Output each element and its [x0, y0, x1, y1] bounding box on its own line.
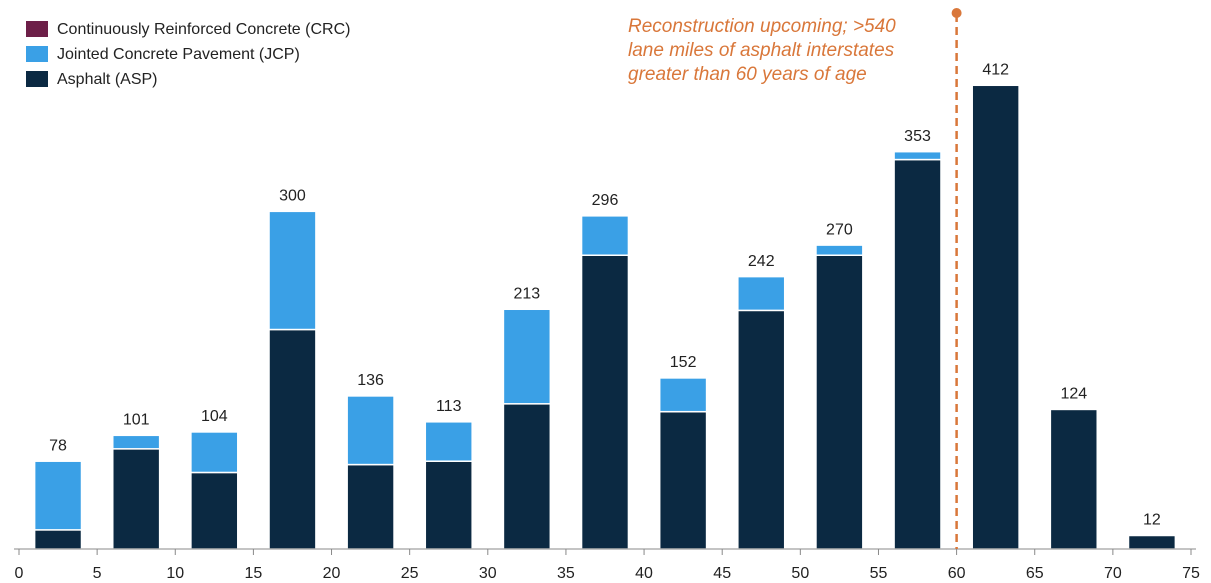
- x-tick-label: 25: [401, 565, 419, 582]
- total-label: 124: [1060, 386, 1087, 403]
- bar-segment: [893, 150, 942, 161]
- bar-segment: [502, 308, 552, 405]
- legend-swatch: [26, 21, 48, 37]
- total-label: 270: [826, 221, 853, 238]
- bar-segment: [580, 254, 630, 550]
- total-label: 136: [357, 372, 384, 389]
- legend-swatch: [26, 71, 48, 87]
- legend-label: Jointed Concrete Pavement (JCP): [57, 46, 300, 63]
- bar-segment: [737, 309, 786, 550]
- bar-segment: [658, 410, 708, 550]
- x-tick-label: 50: [791, 565, 809, 582]
- x-tick-label: 55: [870, 565, 888, 582]
- bar-segment: [424, 460, 473, 550]
- bar-segment: [268, 210, 317, 331]
- bar-segment: [346, 463, 395, 550]
- total-label: 353: [904, 128, 931, 145]
- x-tick-label: 40: [635, 565, 653, 582]
- annotation-text: greater than 60 years of age: [628, 64, 867, 85]
- total-label: 412: [982, 61, 1009, 78]
- bar-segment: [893, 158, 942, 550]
- x-tick-label: 65: [1026, 565, 1044, 582]
- bar-segment: [971, 84, 1020, 550]
- bar-segment: [190, 431, 239, 474]
- total-label: 113: [436, 398, 462, 415]
- x-tick-label: 35: [557, 565, 575, 582]
- bar-segment: [1049, 408, 1098, 550]
- annotation-text: lane miles of asphalt interstates: [628, 40, 895, 61]
- total-label: 213: [514, 285, 541, 302]
- x-tick-label: 15: [245, 565, 263, 582]
- bar-segment: [580, 215, 630, 256]
- legend-swatch: [26, 46, 48, 62]
- bar-segment: [190, 471, 239, 550]
- total-label: 12: [1143, 512, 1161, 529]
- total-label: 300: [279, 188, 306, 205]
- x-tick-label: 70: [1104, 565, 1122, 582]
- bar-segment: [1127, 534, 1177, 550]
- x-tick-label: 5: [93, 565, 102, 582]
- bar-segment: [33, 529, 83, 550]
- x-tick-label: 75: [1182, 565, 1200, 582]
- bar-segment: [658, 377, 708, 413]
- bar-segment: [737, 275, 786, 312]
- x-tick-label: 30: [479, 565, 497, 582]
- x-tick-label: 20: [323, 565, 341, 582]
- total-label: 104: [201, 408, 228, 425]
- bar-segment: [815, 244, 864, 256]
- x-tick-label: 45: [713, 565, 731, 582]
- legend-label: Continuously Reinforced Concrete (CRC): [57, 21, 350, 38]
- bar-segment: [33, 460, 83, 531]
- bar-segment: [502, 403, 552, 550]
- total-label: 242: [748, 253, 775, 270]
- bar-segment: [424, 421, 473, 462]
- annotation-text: Reconstruction upcoming; >540: [628, 16, 896, 37]
- x-tick-label: 0: [15, 565, 24, 582]
- bar-segment: [346, 395, 395, 466]
- x-tick-label: 60: [948, 565, 966, 582]
- total-label: 152: [670, 354, 697, 371]
- legend-label: Asphalt (ASP): [57, 71, 157, 88]
- total-label: 296: [592, 192, 619, 209]
- x-tick-label: 10: [166, 565, 184, 582]
- bar-segment: [112, 448, 161, 550]
- bar-segment: [112, 434, 161, 450]
- bar-segment: [815, 254, 864, 550]
- total-label: 78: [49, 437, 67, 454]
- annotation-dot: [951, 8, 962, 18]
- total-label: 101: [123, 412, 150, 429]
- bar-segment: [268, 328, 317, 550]
